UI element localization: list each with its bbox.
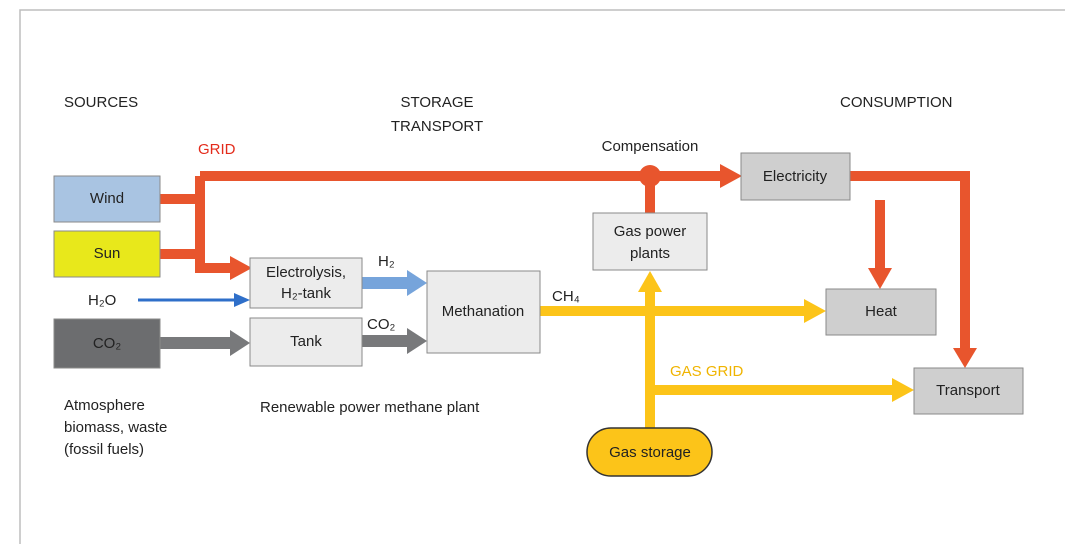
flow-label: GRID <box>198 141 236 158</box>
node-label: Wind <box>90 190 124 207</box>
arrowhead <box>230 330 250 356</box>
gas-flows <box>540 290 894 428</box>
electrolysis-box <box>249 257 363 309</box>
gas-storage-box <box>586 427 713 477</box>
node-label: Tank <box>290 333 322 350</box>
flow-label: H₂ <box>378 253 395 270</box>
co2-box <box>53 318 161 369</box>
frame <box>19 9 1065 544</box>
flow-label: GAS GRID <box>670 363 744 380</box>
node-label: Methanation <box>442 303 525 320</box>
electricity-box <box>740 152 851 201</box>
node-label: Electrolysis, <box>266 264 346 281</box>
sun-box <box>53 230 161 278</box>
grid-arrowheads <box>230 164 977 368</box>
electricity-line <box>850 171 970 350</box>
note: (fossil fuels) <box>64 441 144 458</box>
wind-box <box>53 175 161 223</box>
gas-arrowheads <box>638 271 914 402</box>
heat-box <box>825 288 937 336</box>
tank-box <box>249 317 363 367</box>
heading: SOURCES <box>64 94 138 111</box>
note: Atmosphere <box>64 397 145 414</box>
arrowhead <box>407 328 427 354</box>
note: biomass, waste <box>64 419 167 436</box>
heading: CONSUMPTION <box>840 94 953 111</box>
co2-lines <box>160 335 410 349</box>
node-label: Electricity <box>763 168 828 185</box>
arrowhead <box>407 270 427 296</box>
methanation-box <box>426 270 541 354</box>
node-label: CO₂ <box>93 335 122 352</box>
compensation-node <box>639 165 661 187</box>
node-label: Gas power <box>614 223 687 240</box>
node-label: Sun <box>94 245 121 262</box>
flow-label: H₂O <box>88 292 116 309</box>
heading: TRANSPORT <box>391 118 483 135</box>
flow-label: CO₂ <box>367 316 396 333</box>
node-label: Transport <box>936 382 1000 399</box>
heading: STORAGE <box>400 94 473 111</box>
node-label: Gas storage <box>609 444 691 461</box>
node-label: Heat <box>865 303 898 320</box>
arrowhead <box>234 293 250 307</box>
node-label: H₂-tank <box>281 285 332 302</box>
flow-label: Compensation <box>602 138 699 155</box>
grid-flows <box>160 171 970 350</box>
transport-box <box>913 367 1024 415</box>
note: Renewable power methane plant <box>260 399 480 416</box>
gas-power-box <box>592 212 708 271</box>
grid-line <box>160 171 722 273</box>
flow-label: CH₄ <box>552 288 580 305</box>
node-label: plants <box>630 245 670 262</box>
